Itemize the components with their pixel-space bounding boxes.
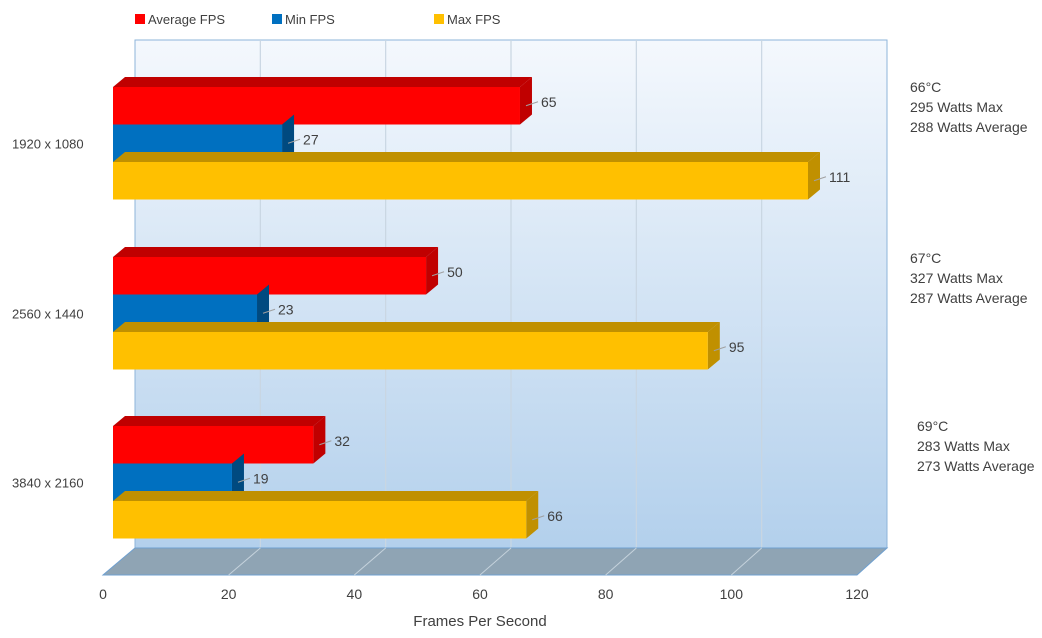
data-label-leader (287, 138, 301, 144)
bar-top-face (113, 152, 820, 162)
category-label: 1920 x 1080 (12, 136, 84, 151)
bar-top-face (113, 247, 439, 257)
y-axis-categories: 1920 x 1080 2560 x 1440 3840 x 2160 (12, 136, 84, 490)
bar-max-fps (113, 332, 708, 370)
x-tick-label: 60 (472, 586, 488, 602)
bar-side-face (426, 247, 439, 295)
bar-max-fps (113, 501, 527, 539)
category-label: 3840 x 2160 (12, 475, 84, 490)
legend-label: Max FPS (447, 12, 501, 27)
x-tick-label: 40 (347, 586, 363, 602)
floor-gridline (228, 547, 261, 576)
category-label: 2560 x 1440 (12, 306, 84, 321)
bar-top-face (113, 322, 720, 332)
data-label: 50 (447, 264, 463, 280)
data-label-leader (262, 308, 276, 314)
data-label-leader (319, 440, 332, 446)
bar-average-fps (113, 87, 520, 125)
data-label: 111 (829, 169, 850, 185)
data-label: 27 (303, 131, 319, 147)
x-tick-label: 0 (99, 586, 107, 602)
legend-label: Min FPS (285, 12, 335, 27)
annotation-line: 288 Watts Average (910, 119, 1028, 135)
floor-gridline (731, 547, 762, 576)
legend-swatch (272, 14, 282, 24)
x-axis-label: Frames Per Second (413, 613, 546, 630)
data-label-leader (431, 271, 445, 277)
legend-label: Average FPS (148, 12, 225, 27)
data-label-leader (237, 477, 251, 483)
bar-side-face (519, 77, 532, 125)
data-label-leader (713, 346, 726, 352)
x-tick-label: 20 (221, 586, 237, 602)
data-labels: 65 27 111 50 23 95 32 19 66 (237, 94, 850, 524)
bar-top-face (113, 416, 326, 426)
bar-max-fps (113, 162, 808, 200)
floor-gridline (605, 547, 637, 576)
data-label-leader (525, 101, 539, 107)
bar-side-face (808, 152, 820, 200)
bar-average-fps (113, 257, 427, 295)
data-label: 32 (334, 433, 350, 449)
data-label: 23 (278, 301, 294, 317)
bar-top-face (113, 491, 539, 501)
bar-side-face (257, 284, 270, 332)
floor-gridline (479, 547, 512, 576)
data-label-leader (813, 176, 827, 182)
x-tick-label: 80 (598, 586, 614, 602)
legend: Average FPS Min FPS Max FPS (135, 12, 501, 27)
data-label: 65 (541, 94, 557, 110)
data-label: 95 (729, 339, 745, 355)
annotation-line: 66°C (910, 79, 941, 95)
legend-swatch (135, 14, 145, 24)
bar-side-face (282, 114, 295, 162)
annotation-line: 283 Watts Max (917, 438, 1010, 454)
annotation-line: 295 Watts Max (910, 99, 1003, 115)
bar-average-fps (113, 426, 314, 464)
data-label: 66 (547, 508, 563, 524)
x-tick-label: 100 (720, 586, 744, 602)
annotation-line: 69°C (917, 418, 948, 434)
x-axis-ticks: 0 20 40 60 80 100 120 (99, 586, 869, 602)
bar-side-face (526, 491, 539, 539)
annotation-line: 327 Watts Max (910, 270, 1003, 286)
bar-side-face (231, 453, 244, 501)
bar-top-face (113, 77, 532, 87)
legend-swatch (434, 14, 444, 24)
bar-side-face (707, 322, 720, 370)
x-tick-label: 120 (845, 586, 869, 602)
annotations: 66°C 295 Watts Max 288 Watts Average 67°C 32… (910, 79, 1035, 474)
floor-gridlines (228, 547, 762, 576)
data-label: 19 (253, 470, 269, 486)
annotation-line: 273 Watts Average (917, 458, 1035, 474)
annotation-line: 287 Watts Average (910, 290, 1028, 306)
annotation-line: 67°C (910, 250, 941, 266)
data-label-leader (532, 515, 545, 521)
bar-side-face (313, 416, 326, 464)
floor-gridline (354, 547, 386, 576)
bars (113, 77, 820, 539)
